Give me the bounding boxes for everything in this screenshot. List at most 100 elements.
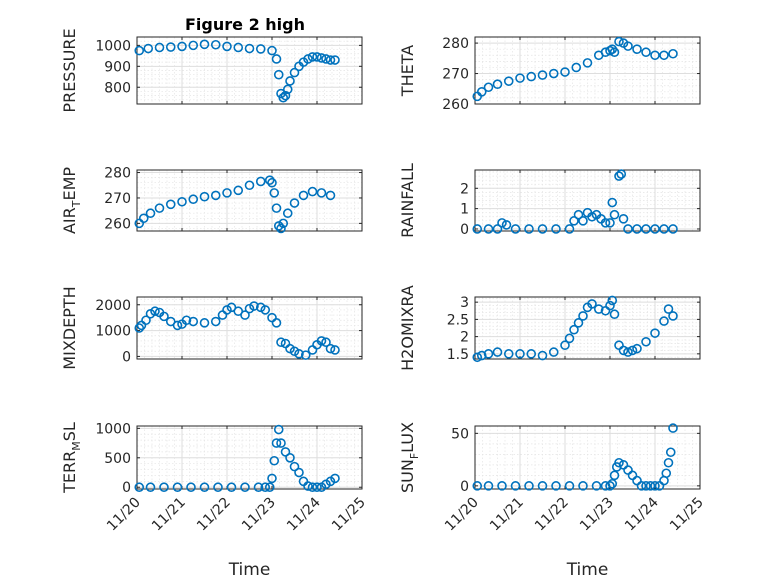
data-point xyxy=(605,481,615,491)
y-tick-label: 900 xyxy=(104,59,131,75)
data-point xyxy=(607,478,618,489)
data-point xyxy=(632,224,642,234)
x-tick-label: 11/21 xyxy=(487,495,527,535)
data-point xyxy=(650,328,660,338)
data-point xyxy=(578,216,588,226)
data-point xyxy=(213,482,223,493)
data-point xyxy=(564,224,575,234)
data-point xyxy=(501,220,512,230)
data-point xyxy=(271,203,282,213)
data-point xyxy=(582,58,593,68)
data-point xyxy=(560,67,570,77)
data-point xyxy=(607,295,618,306)
data-point xyxy=(526,349,537,359)
data-point xyxy=(325,343,336,354)
data-point xyxy=(503,349,514,359)
data-point xyxy=(515,73,525,83)
data-point xyxy=(569,324,579,335)
data-point xyxy=(476,87,487,97)
subplot-theta: 260 270 280 THETA xyxy=(398,36,701,113)
data-point xyxy=(668,48,678,59)
x-tick-label: 11/23 xyxy=(577,495,617,535)
y-tick-label: 270 xyxy=(104,191,131,207)
subplot-terr-msl: 0 500 1000 11/20 11/21 11/22 11/23 11/24 11/25 Ti… xyxy=(60,421,369,580)
y-axis-label: THETA xyxy=(398,45,417,97)
data-point xyxy=(569,216,579,226)
data-point xyxy=(269,188,280,198)
data-point xyxy=(282,208,293,219)
data-point xyxy=(289,198,300,208)
data-point xyxy=(255,176,266,187)
data-point xyxy=(668,423,678,433)
x-tick-label: 11/22 xyxy=(194,495,234,535)
axes-frame xyxy=(474,169,701,232)
data-point xyxy=(199,191,210,202)
data-point xyxy=(472,224,483,234)
data-point xyxy=(526,71,537,82)
data-point xyxy=(497,218,507,228)
data-point xyxy=(605,218,615,228)
x-tick-label: 11/24 xyxy=(622,494,662,534)
data-point xyxy=(591,481,602,491)
data-point xyxy=(260,482,271,493)
data-point xyxy=(282,84,293,95)
data-point xyxy=(325,190,336,201)
data-point xyxy=(222,188,232,198)
data-point xyxy=(551,224,561,234)
data-point xyxy=(330,345,340,355)
data-point xyxy=(186,482,196,493)
data-point xyxy=(159,311,169,322)
y-tick-label: 260 xyxy=(442,97,469,113)
data-point xyxy=(636,481,647,491)
y-tick-label: 0 xyxy=(460,222,469,238)
subplot-sun-flux: 0 50 11/20 11/21 11/22 11/23 11/24 11/25 Time SUN… xyxy=(398,422,707,580)
subplot-rainfall: 0 1 2 RAINFALL xyxy=(398,163,701,238)
data-point xyxy=(273,69,284,80)
data-point xyxy=(650,224,660,234)
x-tick-label: 11/20 xyxy=(442,495,482,535)
data-point xyxy=(307,482,318,493)
data-point xyxy=(300,350,311,360)
y-tick-label: 1.5 xyxy=(447,347,469,363)
plot-area xyxy=(137,170,362,231)
data-point xyxy=(623,347,633,357)
data-point xyxy=(537,481,548,491)
y-tick-label: 2000 xyxy=(95,298,131,314)
data-point xyxy=(134,323,145,333)
data-point xyxy=(159,482,169,493)
data-point xyxy=(537,224,548,234)
data-point xyxy=(587,211,597,222)
data-point xyxy=(177,41,187,52)
axes-frame xyxy=(474,36,701,105)
x-axis-label: Time xyxy=(566,560,609,580)
data-point xyxy=(141,315,151,326)
plot-area xyxy=(475,297,700,359)
data-point xyxy=(609,309,620,320)
data-point xyxy=(264,482,275,493)
data-point xyxy=(609,47,620,58)
y-tick-label: 0 xyxy=(122,349,131,365)
data-point xyxy=(614,171,624,181)
data-point xyxy=(605,45,615,56)
data-point xyxy=(609,470,620,481)
data-point xyxy=(289,461,300,472)
data-point xyxy=(659,316,669,326)
data-point xyxy=(609,209,620,220)
data-point xyxy=(165,199,176,210)
data-point xyxy=(492,224,503,234)
y-tick-label: 1000 xyxy=(95,38,131,54)
data-point xyxy=(330,55,340,65)
data-point xyxy=(587,299,597,309)
data-point xyxy=(524,481,534,491)
data-point xyxy=(244,180,255,191)
data-point xyxy=(303,54,313,64)
data-point xyxy=(618,345,629,356)
y-tick-label: 2 xyxy=(460,330,469,346)
data-point xyxy=(627,345,638,356)
data-point xyxy=(172,482,183,493)
data-point xyxy=(573,209,584,220)
y-tick-label: 280 xyxy=(442,36,469,52)
data-point xyxy=(177,196,187,207)
data-point xyxy=(325,55,336,65)
data-point xyxy=(244,43,255,54)
